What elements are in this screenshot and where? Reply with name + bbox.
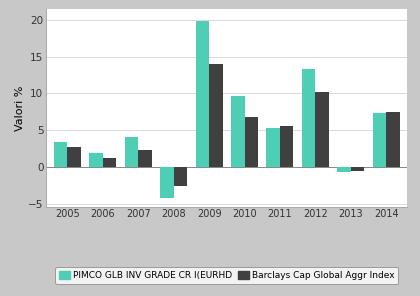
Bar — [386, 112, 399, 167]
Bar — [337, 167, 351, 172]
Bar — [209, 64, 223, 167]
Bar — [280, 126, 294, 167]
Bar — [244, 117, 258, 167]
Bar — [54, 142, 68, 167]
Bar — [302, 69, 315, 167]
Bar — [373, 113, 386, 167]
Bar — [174, 167, 187, 186]
Y-axis label: Valori %: Valori % — [15, 85, 25, 131]
Bar — [315, 92, 329, 167]
Bar — [351, 167, 364, 171]
Bar — [196, 21, 209, 167]
Legend: PIMCO GLB INV GRADE CR I(EURHD, Barclays Cap Global Aggr Index: PIMCO GLB INV GRADE CR I(EURHD, Barclays… — [55, 267, 399, 284]
Bar — [231, 96, 244, 167]
Bar — [89, 153, 103, 167]
Bar — [125, 137, 138, 167]
Bar — [103, 158, 116, 167]
Bar — [266, 128, 280, 167]
Bar — [138, 150, 152, 167]
Bar — [68, 147, 81, 167]
Bar — [160, 167, 174, 198]
